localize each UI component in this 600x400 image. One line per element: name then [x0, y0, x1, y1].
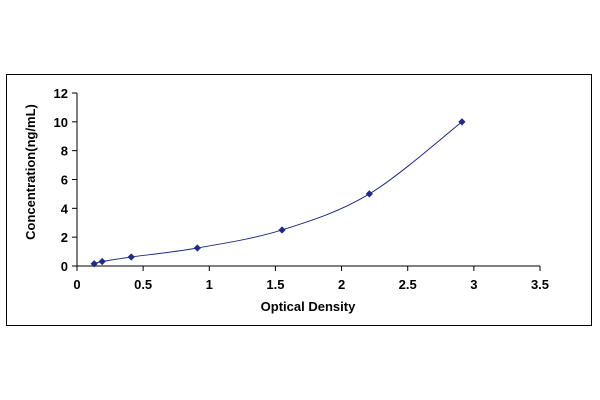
x-axis-title: Optical Density [261, 299, 356, 314]
x-tick-label: 3 [470, 277, 477, 292]
x-tick-label: 3.5 [531, 277, 549, 292]
data-point [98, 257, 106, 266]
x-tick-label: 1.5 [266, 277, 284, 292]
data-point [193, 244, 202, 252]
data-point [278, 226, 286, 234]
x-tick-label: 0.5 [134, 277, 152, 292]
data-point [90, 260, 98, 268]
y-tick-label: 2 [61, 230, 68, 245]
x-axis-ticks: 0 0.5 1 1.5 2 2.5 3 3.5 [73, 266, 549, 292]
data-point [365, 190, 373, 198]
plot-area [76, 93, 540, 267]
x-tick-label: 2.5 [399, 277, 417, 292]
data-point [127, 253, 135, 261]
y-tick-label: 4 [61, 201, 69, 216]
points-layer [90, 118, 466, 268]
x-tick-label: 2 [338, 277, 345, 292]
y-tick-label: 8 [61, 144, 68, 159]
y-tick-label: 10 [54, 115, 68, 130]
data-point [458, 118, 466, 126]
y-tick-label: 6 [61, 173, 68, 188]
curve-layer [94, 121, 463, 265]
y-tick-label: 0 [61, 259, 68, 274]
y-tick-label: 12 [54, 86, 68, 101]
chart-frame [6, 74, 592, 326]
trend-curve [94, 121, 463, 265]
y-axis-ticks: 0 2 4 6 8 10 12 [54, 86, 77, 274]
y-axis-title: Concentration(ng/mL) [23, 104, 38, 240]
x-tick-label: 0 [73, 277, 80, 292]
x-tick-label: 1 [206, 277, 213, 292]
